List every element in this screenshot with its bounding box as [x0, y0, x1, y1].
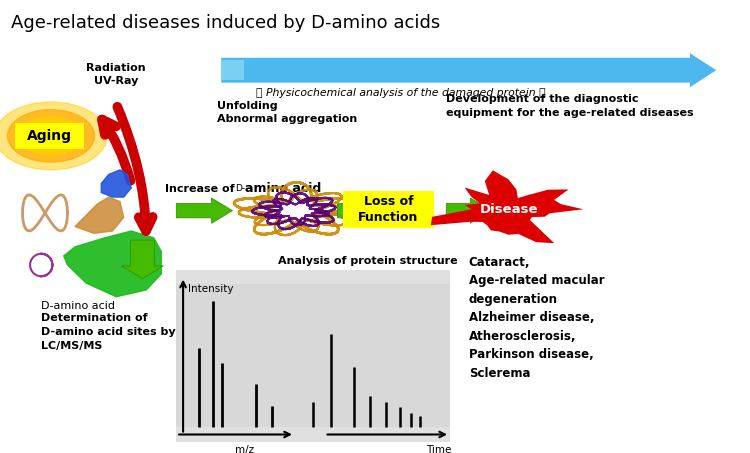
- Text: Determination of
D-amino acid sites by
LC/MS/MS: Determination of D-amino acid sites by L…: [41, 313, 176, 351]
- Circle shape: [8, 110, 94, 162]
- Text: Development of the diagnostic
equipment for the age-related diseases: Development of the diagnostic equipment …: [446, 95, 694, 118]
- FancyArrow shape: [338, 198, 386, 223]
- Text: Radiation
UV-Ray: Radiation UV-Ray: [86, 63, 146, 87]
- Polygon shape: [75, 197, 124, 233]
- Text: Cataract,
Age-related macular
degeneration
Alzheimer disease,
Atherosclerosis,
P: Cataract, Age-related macular degenerati…: [469, 256, 604, 380]
- Text: Age-related diseases induced by D-amino acids: Age-related diseases induced by D-amino …: [11, 14, 440, 32]
- Text: D-: D-: [235, 184, 244, 193]
- Polygon shape: [101, 170, 131, 197]
- FancyBboxPatch shape: [15, 123, 84, 149]
- Text: Analysis of protein structure
and protein function: Analysis of protein structure and protei…: [278, 256, 457, 280]
- Text: Unfolding: Unfolding: [217, 101, 278, 111]
- FancyArrow shape: [446, 198, 491, 223]
- Text: Abnormal aggregation: Abnormal aggregation: [217, 114, 358, 124]
- Text: amino acid: amino acid: [245, 183, 322, 195]
- Polygon shape: [430, 170, 584, 243]
- Text: Aging: Aging: [27, 129, 72, 143]
- Polygon shape: [64, 231, 161, 297]
- Text: Increase of: Increase of: [165, 184, 238, 194]
- FancyArrow shape: [122, 240, 164, 279]
- FancyArrow shape: [221, 53, 716, 87]
- FancyBboxPatch shape: [221, 60, 244, 80]
- Text: （ Physicochemical analysis of the damaged protein ）: （ Physicochemical analysis of the damage…: [256, 88, 546, 98]
- FancyArrow shape: [176, 198, 232, 223]
- Text: Loss of
Function: Loss of Function: [358, 195, 419, 224]
- FancyBboxPatch shape: [343, 191, 433, 228]
- Text: D-amino acid: D-amino acid: [41, 301, 116, 311]
- Circle shape: [20, 117, 82, 155]
- Text: Disease: Disease: [479, 203, 538, 216]
- Circle shape: [0, 102, 107, 170]
